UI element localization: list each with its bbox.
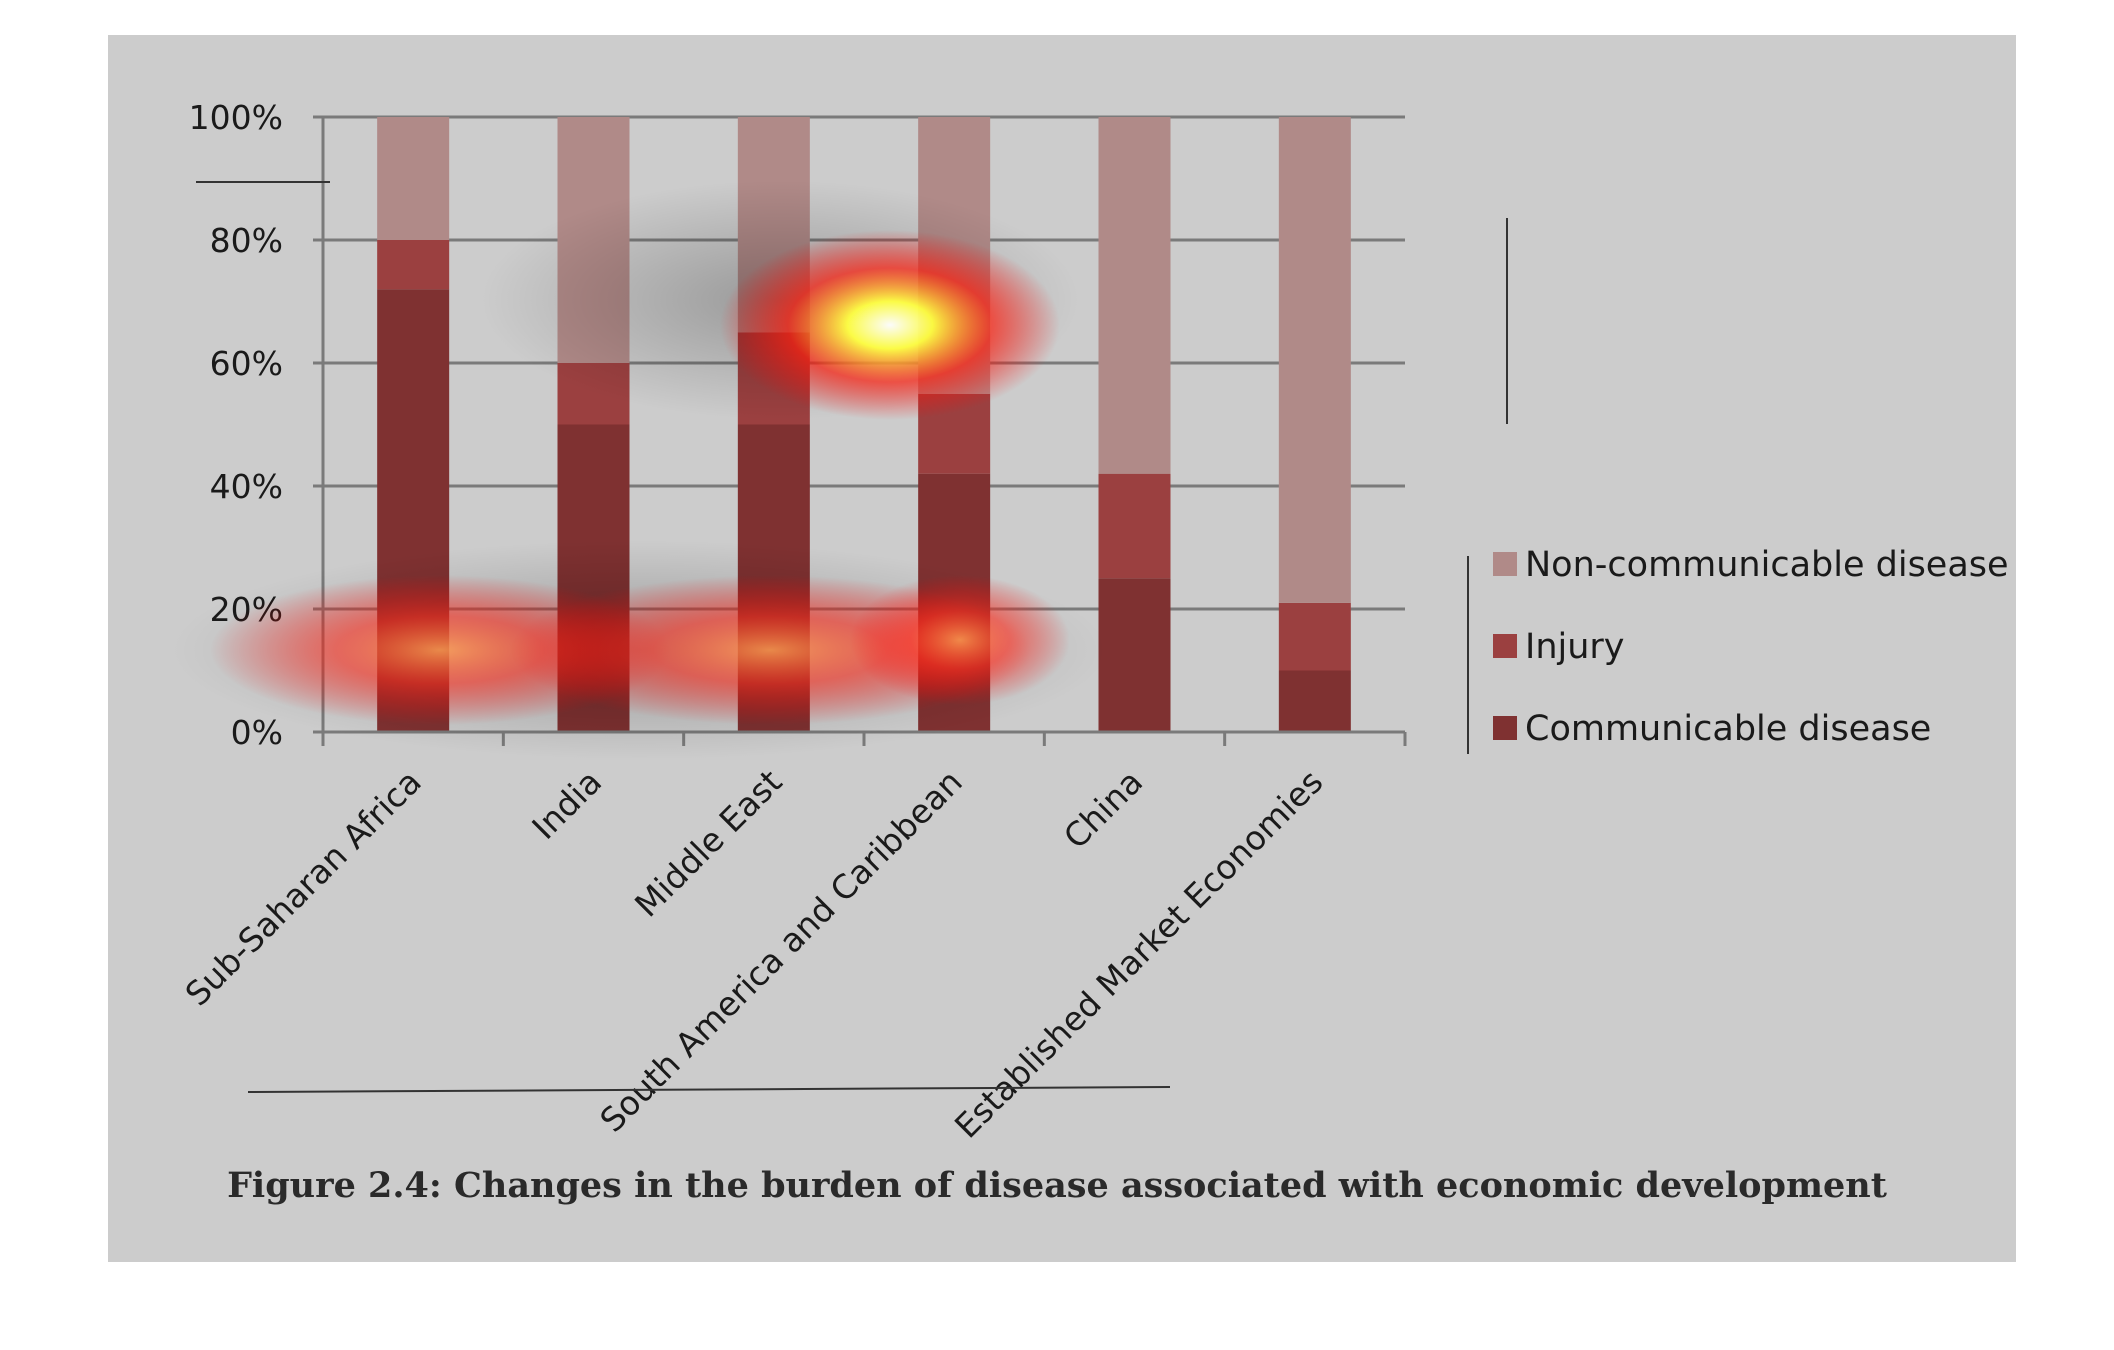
y-tick-label: 0% xyxy=(231,713,283,752)
y-tick-label: 60% xyxy=(210,344,283,383)
bar-segment-injury xyxy=(1278,602,1351,671)
legend-swatch xyxy=(1493,634,1517,658)
bar-segment-non-communicable-disease xyxy=(1098,117,1171,474)
legend-swatch xyxy=(1493,716,1517,740)
legend-label: Injury xyxy=(1525,627,1625,667)
legend: Non-communicable disease Injury Communicab… xyxy=(1493,545,2009,749)
legend-label: Non-communicable disease xyxy=(1525,545,2009,585)
heatmap-overlay xyxy=(170,180,1110,760)
x-category-label: Sub-Saharan Africa xyxy=(178,762,429,1013)
legend-label: Communicable disease xyxy=(1525,709,1931,749)
bar-segment-non-communicable-disease xyxy=(1278,117,1351,603)
x-category-label: India xyxy=(524,762,609,847)
bar-segment-injury xyxy=(1098,473,1171,579)
y-tick-label: 100% xyxy=(189,98,283,137)
bar-segment-communicable-disease xyxy=(1278,670,1351,732)
x-category-label: South America and Caribbean xyxy=(592,762,970,1140)
x-category-label: Middle East xyxy=(627,762,789,924)
legend-swatch xyxy=(1493,552,1517,576)
y-tick-label: 40% xyxy=(210,467,283,506)
bar-segment-injury xyxy=(377,240,450,290)
x-category-label: China xyxy=(1056,762,1150,856)
bar-segment-communicable-disease xyxy=(1098,578,1171,732)
bar-segment-non-communicable-disease xyxy=(377,117,450,240)
y-tick-label: 80% xyxy=(210,221,283,260)
figure-caption: Figure 2.4: Changes in the burden of dis… xyxy=(227,1165,1887,1206)
decorative-strokes xyxy=(196,181,1508,1093)
